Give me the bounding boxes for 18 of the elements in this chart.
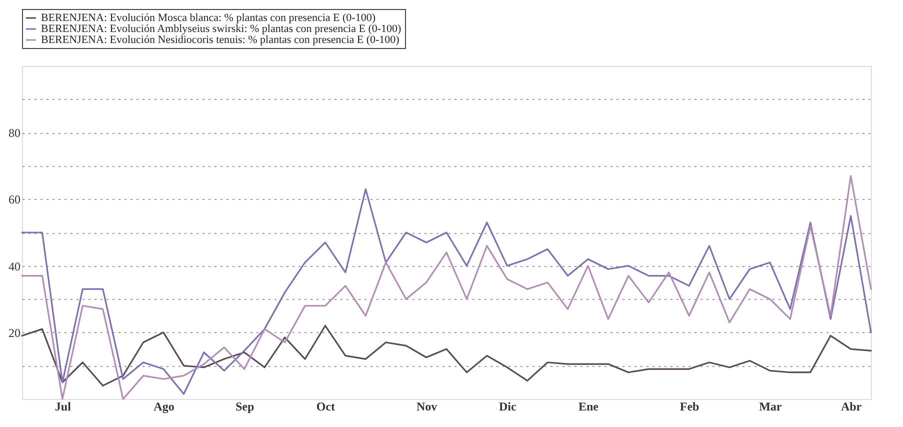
x-tick-label: Feb (680, 400, 700, 414)
x-tick-label: Ago (154, 400, 174, 414)
x-tick-label: Mar (759, 400, 782, 414)
x-tick-label: Sep (236, 400, 255, 414)
x-tick-label: Abr (840, 400, 862, 414)
x-tick-label: Dic (498, 400, 517, 414)
y-tick-label: 80 (8, 126, 20, 140)
legend-label: BERENJENA: Evolución Amblyseius swirski: % plantas con presencia E (0-100) (41, 23, 402, 35)
x-tick-label: Oct (316, 400, 336, 414)
x-tick-label: Jul (54, 400, 72, 414)
legend-label: BERENJENA: Evolución Mosca blanca: % plantas con presencia E (0-100) (41, 12, 376, 24)
x-tick-label: Ene (578, 400, 600, 414)
y-tick-label: 40 (8, 259, 20, 274)
y-tick-label: 20 (8, 326, 20, 340)
legend-label: BERENJENA: Evolución Nesidiocoris tenuis: % plantas con presencia E (0-100) (41, 34, 400, 46)
x-tick-label: Nov (416, 400, 438, 414)
line-series (21, 324, 872, 386)
y-tick-label: 60 (8, 192, 20, 207)
